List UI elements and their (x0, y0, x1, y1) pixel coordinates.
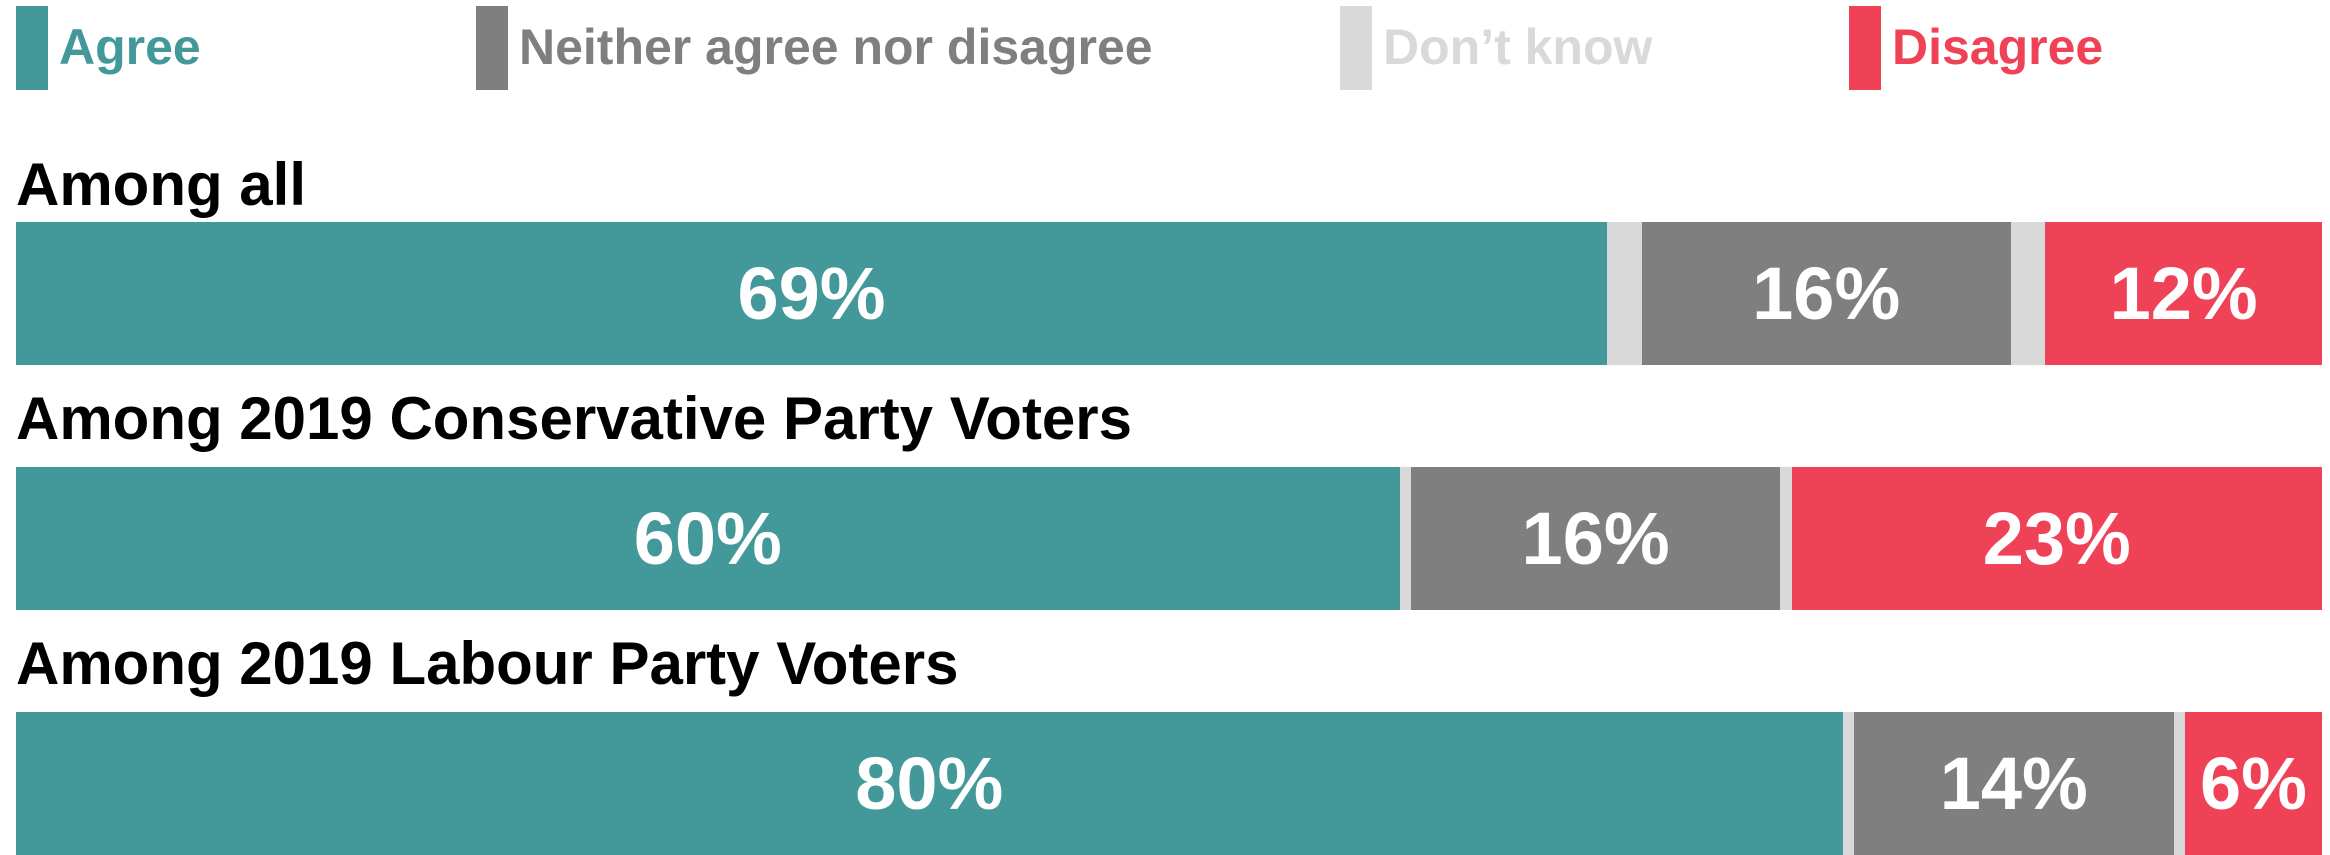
data-label: 80% (855, 741, 1004, 825)
category-label-conservative-voters: Among 2019 Conservative Party Voters (16, 385, 1133, 452)
data-label: 16% (1521, 496, 1670, 580)
data-label: 16% (1752, 251, 1901, 335)
legend-swatch-dont-know (1340, 6, 1372, 90)
bar-segment-agree: 60% (16, 467, 1400, 610)
bar-row-labour-voters: 80% 14% 6% (16, 712, 2322, 855)
legend-swatch-neither (476, 6, 508, 90)
bar-segment-neither: 16% (1411, 467, 1781, 610)
bar-row-conservative-voters: 60% 16% 23% (16, 467, 2322, 610)
bar-segment-disagree: 6% (2185, 712, 2322, 855)
bar-segment-agree: 80% (16, 712, 1843, 855)
legend-swatch-agree (16, 6, 48, 90)
bar-segment-dont-know-b (2010, 222, 2046, 365)
legend-label-agree: Agree (59, 19, 201, 75)
data-label: 6% (2200, 741, 2307, 825)
bar-segment-dont-know-a (1842, 712, 1854, 855)
legend-swatch-disagree (1849, 6, 1881, 90)
bar-segment-dont-know-a (1607, 222, 1642, 365)
bar-segment-disagree: 12% (2045, 222, 2322, 365)
bar-segment-dont-know-b (1780, 467, 1792, 610)
legend-label-disagree: Disagree (1892, 19, 2104, 75)
bar-segment-neither: 16% (1641, 222, 2011, 365)
data-label: 14% (1939, 741, 2088, 825)
data-label: 60% (633, 496, 782, 580)
bar-segment-agree: 69% (16, 222, 1608, 365)
legend-label-dont-know: Don’t know (1383, 19, 1653, 75)
chart-legend: Agree Neither agree nor disagree Don’t k… (0, 0, 2330, 100)
bar-segment-neither: 14% (1853, 712, 2174, 855)
data-label: 69% (737, 251, 886, 335)
data-label: 12% (2109, 251, 2258, 335)
bar-segment-dont-know-b (2173, 712, 2185, 855)
category-label-among-all: Among all (16, 151, 307, 218)
bar-segment-dont-know-a (1399, 467, 1412, 610)
category-label-labour-voters: Among 2019 Labour Party Voters (16, 630, 959, 697)
data-label: 23% (1982, 496, 2131, 580)
legend-label-neither: Neither agree nor disagree (519, 19, 1153, 75)
bar-segment-disagree: 23% (1791, 467, 2322, 610)
bar-row-among-all: 69% 16% 12% (16, 222, 2322, 365)
